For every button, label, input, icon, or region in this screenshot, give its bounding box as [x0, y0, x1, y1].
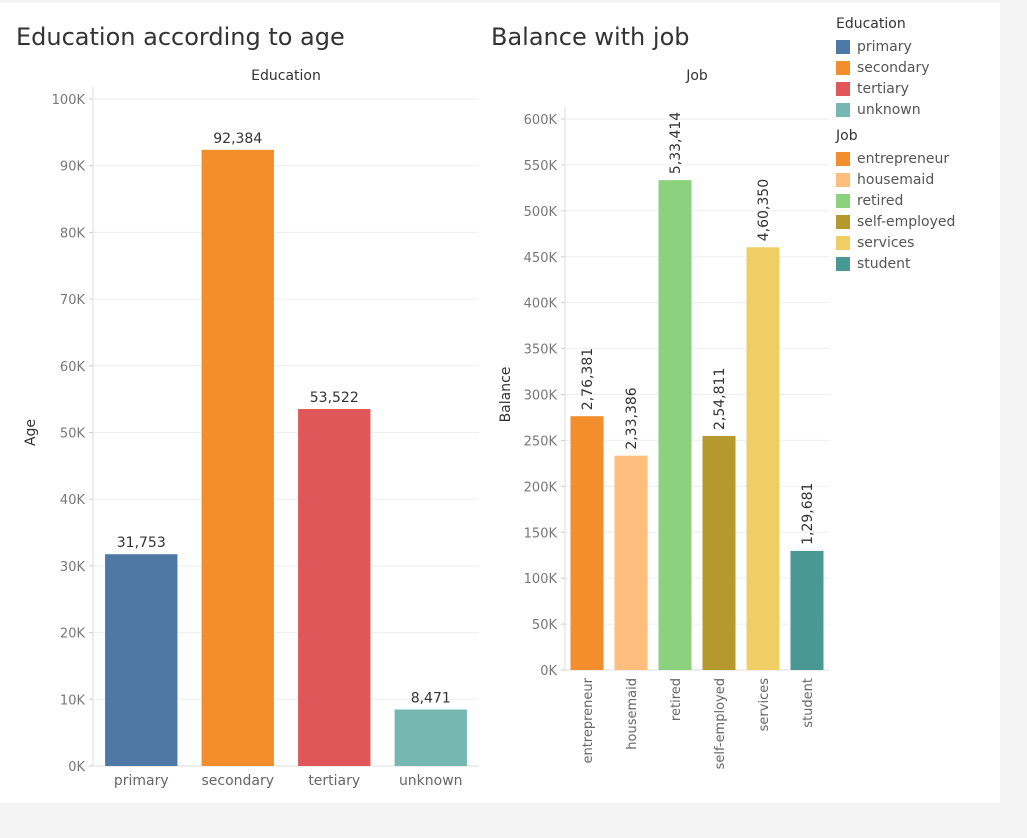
- bar-self-employed: [702, 435, 736, 670]
- y-tick-label: 100K: [52, 93, 86, 108]
- education-legend-title: Education: [836, 16, 906, 32]
- y-tick-label: 400K: [524, 297, 558, 312]
- x-tick-label-entrepreneur: entrepreneur: [581, 677, 596, 763]
- data-label-secondary: 92,384: [213, 131, 262, 147]
- legend-item-unknown[interactable]: unknown: [836, 99, 996, 120]
- balance-job-bar-chart: Job 0K 50K 100K 150K 200K 250K 300K 350K 400K 450K…: [498, 68, 829, 769]
- y-tick-label: 70K: [60, 293, 86, 308]
- data-label-self-employed: 2,54,811: [712, 368, 728, 430]
- data-label-entrepreneur: 2,76,381: [580, 348, 596, 410]
- x-tick-label-retired: retired: [669, 678, 684, 721]
- legend-item-tertiary[interactable]: tertiary: [836, 78, 996, 99]
- x-tick-label-housemaid: housemaid: [625, 678, 640, 750]
- y-tick-label: 20K: [60, 627, 86, 642]
- y-tick-label: 200K: [524, 480, 558, 495]
- data-label-retired: 5,33,414: [668, 112, 684, 174]
- legend-swatch: [836, 102, 850, 117]
- legend-label: secondary: [857, 59, 930, 76]
- legend-item-primary[interactable]: primary: [836, 36, 996, 57]
- y-tick-label: 250K: [524, 434, 558, 449]
- x-axis-header: Education: [251, 68, 321, 84]
- job-legend-title: Job: [836, 128, 858, 144]
- bar-retired: [658, 180, 692, 671]
- x-tick-label-services: services: [757, 678, 772, 732]
- legend-panel: Education primary secondary tertiary unknow…: [836, 16, 996, 274]
- legend-swatch: [836, 256, 850, 271]
- y-tick-label: 0K: [540, 664, 557, 679]
- legend-item-services[interactable]: services: [836, 232, 996, 253]
- education-chart-title: Education according to age: [16, 23, 345, 51]
- legend-label: services: [857, 234, 915, 251]
- x-tick-label-student: student: [801, 678, 816, 728]
- bar-student: [790, 550, 824, 670]
- x-tick-label-primary: primary: [114, 773, 169, 789]
- bar-housemaid: [614, 455, 648, 670]
- y-tick-label: 80K: [60, 226, 86, 241]
- data-label-housemaid: 2,33,386: [624, 387, 640, 449]
- y-tick-label: 450K: [524, 251, 558, 266]
- y-tick-label: 100K: [524, 572, 558, 587]
- legend-item-entrepreneur[interactable]: entrepreneur: [836, 148, 996, 169]
- legend-swatch: [836, 151, 850, 166]
- legend-swatch: [836, 193, 850, 208]
- legend-label: primary: [857, 38, 912, 55]
- legend-swatch: [836, 172, 850, 187]
- y-tick-label: 50K: [60, 427, 86, 442]
- bar-entrepreneur: [570, 416, 604, 670]
- education-legend: primary secondary tertiary unknown: [836, 36, 996, 120]
- legend-swatch: [836, 81, 850, 96]
- bar-services: [746, 247, 780, 671]
- education-age-bar-chart: Education 0K 10K 20K 30K 40K 50K 60K 70K 80K 90K 10…: [23, 68, 479, 789]
- dashboard: Education according to age Balance with …: [0, 3, 1000, 803]
- legend-label: unknown: [857, 101, 921, 118]
- bar-tertiary: [298, 409, 371, 766]
- legend-item-housemaid[interactable]: housemaid: [836, 169, 996, 190]
- bar-secondary: [201, 149, 274, 767]
- legend-item-secondary[interactable]: secondary: [836, 57, 996, 78]
- y-tick-label: 500K: [524, 205, 558, 220]
- x-tick-label-unknown: unknown: [399, 773, 463, 789]
- y-tick-label: 0K: [68, 760, 85, 775]
- data-label-primary: 31,753: [117, 535, 166, 551]
- data-label-student: 1,29,681: [800, 483, 816, 545]
- y-tick-label: 350K: [524, 343, 558, 358]
- legend-label: tertiary: [857, 80, 909, 97]
- legend-label: self-employed: [857, 213, 956, 230]
- legend-swatch: [836, 214, 850, 229]
- x-tick-label-self-employed: self-employed: [713, 678, 728, 769]
- legend-item-retired[interactable]: retired: [836, 190, 996, 211]
- bar-unknown: [394, 709, 467, 766]
- y-axis-title: Age: [23, 419, 39, 446]
- legend-item-self-employed[interactable]: self-employed: [836, 211, 996, 232]
- legend-label: retired: [857, 192, 904, 209]
- legend-label: entrepreneur: [857, 150, 950, 167]
- legend-swatch: [836, 235, 850, 250]
- bar-primary: [105, 554, 178, 766]
- y-tick-label: 600K: [524, 113, 558, 128]
- data-label-unknown: 8,471: [411, 690, 451, 706]
- y-tick-label: 90K: [60, 160, 86, 175]
- balance-chart-title: Balance with job: [491, 23, 690, 51]
- legend-swatch: [836, 39, 850, 54]
- y-tick-label: 150K: [524, 526, 558, 541]
- y-tick-label: 60K: [60, 360, 86, 375]
- legend-item-student[interactable]: student: [836, 253, 996, 274]
- legend-swatch: [836, 60, 850, 75]
- y-tick-label: 30K: [60, 560, 86, 575]
- y-tick-label: 50K: [532, 618, 558, 633]
- y-tick-label: 40K: [60, 493, 86, 508]
- legend-label: housemaid: [857, 171, 935, 188]
- data-label-tertiary: 53,522: [310, 390, 359, 406]
- y-axis-title: Balance: [498, 367, 514, 423]
- job-legend: entrepreneur housemaid retired self-employe…: [836, 148, 996, 274]
- y-tick-label: 550K: [524, 159, 558, 174]
- data-label-services: 4,60,350: [756, 179, 772, 241]
- legend-label: student: [857, 255, 911, 272]
- y-tick-label: 10K: [60, 693, 86, 708]
- x-tick-label-tertiary: tertiary: [308, 773, 360, 789]
- x-axis-header: Job: [685, 68, 708, 84]
- x-tick-label-secondary: secondary: [201, 773, 274, 789]
- y-tick-label: 300K: [524, 389, 558, 404]
